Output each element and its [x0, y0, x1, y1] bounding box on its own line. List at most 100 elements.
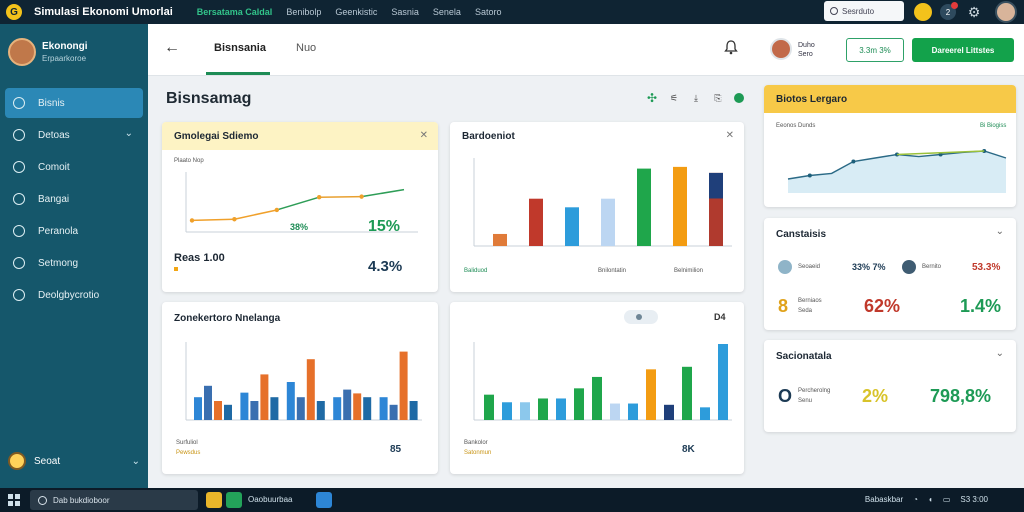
top-menu-item[interactable]: Satoro [474, 7, 502, 17]
stat-label: Seoaeid [798, 264, 821, 270]
tab-bisnsania[interactable]: Bisnsania [214, 42, 266, 54]
legend-item: Belnimilion [674, 268, 704, 274]
sidebar-user-name: Seoat [34, 455, 61, 467]
taskbar-app-label: Oaobuurbaa [248, 495, 293, 504]
stat-pct: 62% [864, 296, 901, 316]
coin-icon[interactable] [914, 3, 932, 21]
bar [565, 207, 579, 246]
kpi-secondary: 4.3% [368, 258, 403, 275]
top-menu-item[interactable]: Sasnia [391, 7, 419, 17]
top-search-input[interactable]: Sesrduto [824, 1, 904, 21]
data-point [982, 149, 987, 153]
tray-clock[interactable]: S3 3:00 [960, 495, 988, 504]
trend-subtitle: Eeonos Dunds [776, 123, 816, 129]
sidebar-item-bangai[interactable]: Bangai [5, 184, 143, 214]
chevron-down-icon[interactable]: ⌄ [995, 348, 1004, 359]
sidebar-item-label: Comoit [38, 161, 70, 173]
card-title: Biotos Lergaro [776, 93, 848, 105]
tray-volume-icon[interactable]: ◖ [928, 495, 933, 504]
close-icon[interactable]: ✕ [725, 130, 734, 141]
tray-wifi-icon[interactable]: ◔ [913, 495, 919, 504]
trend-tag: Bi Biogiss [980, 123, 1007, 129]
outline-button[interactable]: 3.3m 3% [846, 38, 904, 62]
series-line-segment [319, 195, 362, 198]
card-title: Sacionatala [776, 350, 832, 362]
sidebar-item-peranola[interactable]: Peranola [5, 216, 143, 246]
sidebar-item-deolgbycrotio[interactable]: Deolgbycrotio [5, 280, 143, 310]
legend-item: Bnilontatin [598, 268, 627, 274]
globe-icon [13, 289, 25, 301]
chart-footer: Bankolor [464, 440, 488, 446]
chevron-down-icon[interactable]: ⌄ [995, 226, 1004, 237]
sidebar-item-setmong[interactable]: Setmong [5, 248, 143, 278]
sidebar-item-comoit[interactable]: Comoit [5, 152, 143, 182]
bar [493, 233, 507, 246]
card-title: Gmolegai Sdiemo [174, 130, 259, 142]
chart-icon [13, 129, 25, 141]
expand-icon[interactable]: ✣ [646, 91, 658, 105]
sidebar-nav: Bisnis Detoas ⌄ Comoit Bangai Peranola S… [0, 88, 148, 312]
top-menu-item[interactable]: Senela [432, 7, 461, 17]
sidebar-item-detoas[interactable]: Detoas ⌄ [5, 120, 143, 150]
close-icon[interactable]: ✕ [419, 130, 428, 141]
stat-label: Berniaos [798, 298, 822, 304]
sidebar-user[interactable]: Seoat ⌄ [8, 452, 140, 470]
top-menu-item[interactable]: Benibolp [286, 7, 322, 17]
bar [682, 366, 692, 420]
back-arrow-icon[interactable]: ← [164, 39, 180, 56]
data-point [232, 217, 237, 222]
bar [379, 397, 388, 420]
system-tray: Babaskbar ◔ ◖ ▭ S3 3:00 [865, 495, 988, 504]
sidebar-item-label: Peranola [38, 225, 79, 237]
sector-letter: O [778, 386, 793, 406]
card-title: Zonekertoro Nnelanga [174, 312, 281, 324]
sidebar-item-label: Bangai [38, 193, 70, 205]
spreadsheet-app-icon[interactable] [226, 492, 242, 508]
tray-label[interactable]: Babaskbar [864, 495, 904, 504]
share-icon[interactable]: ⎘ [714, 92, 722, 103]
profile-subtitle: Erpaarkoroe [42, 54, 87, 63]
bar-top-segment [709, 172, 723, 199]
comment-icon [13, 161, 25, 173]
download-icon[interactable]: ⤓ [694, 92, 698, 103]
taskbar-search-placeholder: Dab bukdioboor [53, 495, 110, 505]
data-point [274, 207, 279, 213]
inline-percentage: 38% [290, 222, 309, 232]
bar [610, 403, 620, 420]
sidebar-item-label: Deolgbycrotio [38, 289, 100, 301]
avatar[interactable] [995, 1, 1017, 23]
header-avatar[interactable] [770, 38, 792, 60]
refresh-icon[interactable] [734, 93, 744, 103]
top-menu-item[interactable]: Bersatama Caldal [196, 7, 273, 17]
stat-value: 53.3% [972, 262, 1001, 273]
taskbar-search-input[interactable]: Dab bukdioboor [30, 490, 198, 510]
bar [538, 398, 548, 420]
series-line-segment [276, 196, 320, 211]
top-menu-item[interactable]: Geenkistic [335, 7, 378, 17]
sector-pct-b: 798,8% [930, 386, 992, 406]
stat-value: 33% 7% [852, 262, 886, 272]
filter-icon[interactable]: ⚟ [669, 92, 679, 103]
bell-icon[interactable] [724, 39, 738, 55]
windows-start-icon[interactable] [8, 494, 20, 506]
folder-app-icon[interactable] [206, 492, 222, 508]
card-header: Bardoeniot ✕ [450, 122, 744, 150]
bar [673, 166, 687, 246]
sidebar-item-label: Bisnis [38, 97, 65, 109]
sidebar-item-bisnis[interactable]: Bisnis [5, 88, 143, 118]
gear-icon[interactable]: ⚙ [967, 4, 981, 20]
sidebar-profile[interactable]: Ekonongi Erpaarkoroe [8, 38, 88, 66]
bar [601, 198, 615, 246]
series-line-segment [191, 218, 235, 222]
browser-app-icon[interactable] [316, 492, 332, 508]
grouped-bar-card: Zonekertoro Nnelanga Surfuliol Pewsdus 8… [162, 302, 438, 474]
bar [353, 393, 362, 420]
primary-cta-button[interactable]: Dareerel Littstes [912, 38, 1014, 62]
tray-battery-icon[interactable]: ▭ [942, 495, 951, 504]
bar [214, 401, 222, 420]
data-point [851, 159, 856, 164]
tab-nuo[interactable]: Nuo [296, 42, 317, 54]
chevron-down-icon: ⌄ [124, 128, 133, 139]
notification-icon[interactable]: 2 [940, 2, 958, 20]
chart-badge: 85 [390, 444, 402, 455]
